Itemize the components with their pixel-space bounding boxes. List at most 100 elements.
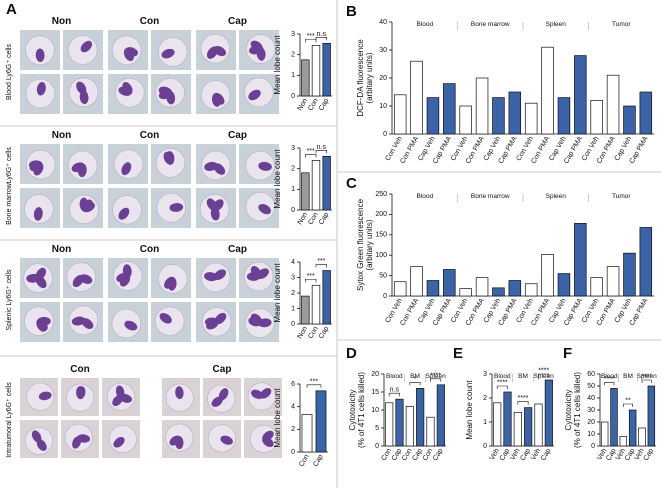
- significance-label: ****: [430, 372, 441, 379]
- bar: [513, 412, 522, 447]
- significance-label: ***: [307, 273, 315, 280]
- nucleus: [256, 268, 269, 280]
- y-tick-label: 0: [291, 207, 295, 214]
- panel-letter: C: [346, 175, 357, 192]
- y-tick-label: 10: [371, 407, 379, 414]
- bar: [315, 390, 327, 453]
- group-label: Spleen: [546, 21, 567, 28]
- group-label: Spleen: [637, 373, 658, 380]
- nucleus: [122, 264, 132, 278]
- panel-letter: F: [563, 345, 572, 362]
- bar: [301, 59, 310, 97]
- bar: [574, 55, 587, 135]
- significance-label: ****: [497, 380, 508, 387]
- bar: [395, 398, 404, 447]
- group-label: Spleen: [534, 373, 555, 380]
- column-header: Cap: [228, 130, 247, 141]
- bar: [426, 97, 440, 135]
- bar: [410, 60, 423, 135]
- bar: [410, 266, 423, 297]
- group-label: Bone marrow: [471, 21, 510, 28]
- y-tick-label: 3: [483, 371, 487, 378]
- bar: [647, 385, 656, 447]
- bar: [606, 266, 620, 297]
- nucleus: [71, 316, 86, 326]
- column-header: Non: [52, 130, 71, 141]
- bar: [534, 403, 543, 447]
- nucleus: [76, 386, 86, 400]
- nucleus: [33, 207, 43, 221]
- bar: [639, 227, 653, 297]
- significance-label: ***: [317, 258, 325, 265]
- group-label: Bone marrow: [471, 193, 510, 200]
- significance-label: ****: [604, 376, 615, 383]
- significance-label: *: [414, 376, 417, 383]
- nucleus: [124, 47, 138, 57]
- group-label: Blood: [386, 373, 403, 380]
- y-axis-label: (% of 4T1 cells killed): [357, 372, 366, 448]
- significance-bracket: [641, 379, 652, 383]
- y-tick-label: 6: [291, 381, 295, 388]
- group-label: Tumor: [612, 193, 631, 200]
- bar: [590, 100, 603, 135]
- nucleus: [113, 437, 125, 448]
- bar: [459, 105, 472, 135]
- y-tick-label: 0: [291, 449, 295, 456]
- y-tick-label: 2: [291, 426, 295, 433]
- group-label: BM: [518, 373, 528, 380]
- nucleus: [210, 207, 220, 221]
- bar: [311, 284, 321, 325]
- significance-bracket: [315, 149, 327, 154]
- y-tick-label: 1: [483, 419, 487, 426]
- column-header: Con: [140, 16, 159, 27]
- bar: [311, 160, 321, 211]
- nucleus: [118, 207, 130, 220]
- column-header: Con: [140, 130, 159, 141]
- significance-bracket: [604, 382, 615, 386]
- bar: [508, 280, 522, 297]
- significance-label: ***: [310, 378, 318, 385]
- nucleus: [119, 274, 131, 287]
- y-axis-label: Mean lobe count: [465, 380, 474, 440]
- group-label: BM: [410, 373, 420, 380]
- nucleus: [165, 151, 175, 165]
- y-tick-label: 60: [587, 371, 595, 378]
- bar: [443, 269, 456, 297]
- nucleus: [31, 430, 42, 443]
- nucleus: [250, 40, 263, 52]
- y-axis-label: (arbitary units): [365, 219, 374, 270]
- y-tick-label: 50: [587, 383, 595, 390]
- y-tick-label: 10: [379, 103, 387, 110]
- group-label: Blood: [494, 373, 511, 380]
- column-header: Con: [140, 244, 159, 255]
- nucleus: [164, 276, 176, 289]
- significance-bracket: [305, 39, 317, 43]
- y-tick-label: 0: [383, 293, 387, 300]
- y-axis-label: Cytotoxicity: [348, 390, 357, 431]
- row-label: Intratumoral Ly6G⁺ cells: [6, 382, 13, 458]
- bar: [301, 172, 310, 211]
- bar: [426, 280, 440, 297]
- y-tick-label: 0: [483, 443, 487, 450]
- significance-label: **: [625, 398, 631, 405]
- y-tick-label: 20: [371, 371, 379, 378]
- bar: [610, 388, 618, 447]
- nucleus: [258, 161, 272, 171]
- significance-label: n.s: [390, 387, 400, 394]
- bar: [416, 388, 425, 447]
- bar: [623, 105, 636, 135]
- y-tick-label: 2: [291, 290, 295, 297]
- y-tick-label: 3: [291, 31, 295, 38]
- nucleus: [158, 86, 172, 96]
- bar: [544, 379, 553, 447]
- significance-label: ***: [307, 148, 315, 155]
- y-tick-label: 30: [379, 47, 387, 54]
- bar: [619, 436, 628, 447]
- nucleus: [258, 204, 271, 215]
- bar: [301, 414, 313, 453]
- panel-letter: A: [6, 1, 17, 18]
- significance-bracket: [305, 154, 317, 158]
- bar: [524, 407, 533, 447]
- y-tick-label: 3: [291, 145, 295, 152]
- y-tick-label: 1: [291, 305, 295, 312]
